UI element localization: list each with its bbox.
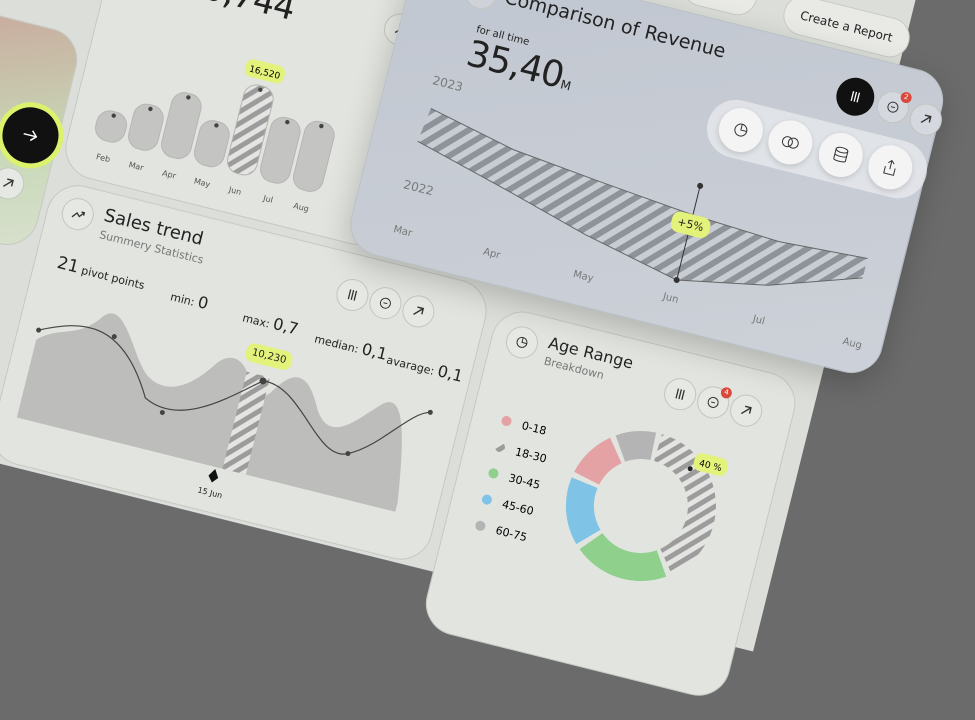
donut-segment bbox=[579, 533, 667, 582]
x-tick-label: Apr bbox=[161, 169, 177, 181]
compare-button[interactable] bbox=[763, 115, 818, 170]
x-tick-label: Aug bbox=[292, 201, 309, 214]
stat-label: min: bbox=[169, 290, 196, 309]
donut-segment bbox=[615, 431, 657, 462]
open-button[interactable] bbox=[726, 391, 766, 431]
comment-button[interactable] bbox=[366, 283, 405, 323]
pie-button[interactable] bbox=[714, 103, 768, 157]
pie-icon bbox=[502, 323, 542, 362]
filter-button[interactable] bbox=[832, 73, 879, 120]
legend-label: 0-18 bbox=[520, 419, 547, 438]
legend-label: 18-30 bbox=[514, 445, 548, 465]
comment-button[interactable]: 2 bbox=[873, 87, 913, 127]
x-tick-label: Feb bbox=[95, 152, 111, 164]
revenue-card: Comparison of Revenue for all time 35,40… bbox=[343, 0, 950, 380]
open-button[interactable] bbox=[906, 100, 946, 139]
legend-swatch bbox=[494, 442, 505, 453]
legend-swatch bbox=[481, 494, 492, 505]
bar-dot bbox=[319, 123, 324, 129]
legend-label: 30-45 bbox=[507, 471, 541, 491]
x-tick-label: Jun bbox=[227, 185, 242, 197]
legend-swatch bbox=[475, 520, 486, 531]
bar bbox=[227, 84, 274, 176]
menu bbox=[700, 93, 934, 205]
legend-swatch bbox=[501, 416, 512, 427]
value-label-bg bbox=[693, 453, 728, 476]
bar bbox=[128, 103, 164, 151]
x-tick-label: May bbox=[193, 176, 211, 189]
pivot-dots bbox=[36, 327, 433, 457]
bar-dot bbox=[258, 87, 263, 92]
side-card bbox=[0, 0, 85, 252]
bar bbox=[260, 116, 301, 184]
filter-button[interactable] bbox=[660, 374, 700, 414]
sales-card: Sales trend Summery Statistics 21 pivot … bbox=[0, 178, 494, 567]
trend-button[interactable] bbox=[0, 164, 28, 203]
stat: min: 0 bbox=[169, 285, 211, 314]
revenue-chart bbox=[417, 107, 868, 286]
data-button[interactable] bbox=[814, 128, 868, 182]
next-button[interactable] bbox=[0, 95, 71, 176]
trend-area bbox=[16, 313, 402, 512]
stat-value: 0,7 bbox=[271, 313, 301, 339]
difference-band bbox=[417, 108, 868, 286]
marker-dot bbox=[697, 182, 704, 189]
comment-button[interactable]: 4 bbox=[693, 383, 734, 422]
pivot-count: 21 bbox=[55, 252, 81, 278]
stat-label: max: bbox=[241, 311, 272, 331]
bar-dot bbox=[214, 123, 219, 128]
legend-swatch bbox=[488, 468, 499, 479]
bar bbox=[95, 110, 127, 143]
line-2022 bbox=[417, 140, 863, 286]
open-button[interactable] bbox=[399, 292, 438, 331]
x-tick-label: Mar bbox=[128, 160, 146, 173]
bar-dot bbox=[148, 106, 153, 112]
value-label-bg bbox=[244, 59, 286, 84]
highlight-strip bbox=[222, 371, 271, 475]
value-label: 40 % bbox=[698, 459, 723, 474]
legend-label: 45-60 bbox=[501, 498, 535, 518]
trend-icon bbox=[58, 194, 98, 234]
line-2023 bbox=[430, 107, 868, 260]
donut-chart: 40 % 0-18 18-30 30-45 45-60 60-75 bbox=[475, 416, 728, 582]
donut-segment bbox=[565, 477, 601, 545]
bar bbox=[293, 120, 335, 192]
bar-dot bbox=[111, 113, 116, 118]
age-card: Age Range Breakdown 4 40 % 0-18 18-30 30-45… bbox=[419, 304, 803, 703]
x-tick-label: Jul bbox=[261, 193, 274, 204]
stat-value: 0 bbox=[195, 292, 211, 314]
range-bar bbox=[2, 422, 405, 526]
label-dot bbox=[687, 466, 693, 472]
filter-button[interactable] bbox=[333, 275, 372, 315]
bar-dot bbox=[186, 95, 191, 100]
legend-label: 60-75 bbox=[494, 524, 528, 544]
pivot-label: pivot points bbox=[79, 263, 147, 293]
bar bbox=[194, 120, 230, 168]
marker-dot bbox=[673, 276, 680, 283]
donut-segment bbox=[574, 437, 622, 485]
range-marker bbox=[208, 468, 219, 483]
bar-dot bbox=[285, 119, 290, 125]
trend-chart bbox=[2, 313, 433, 526]
bar bbox=[161, 92, 202, 159]
share-button[interactable] bbox=[863, 140, 917, 194]
